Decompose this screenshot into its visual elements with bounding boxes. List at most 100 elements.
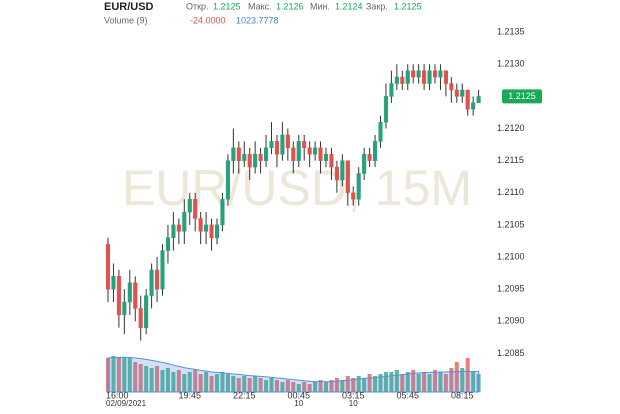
candle-body	[318, 147, 323, 161]
candle-body	[323, 153, 329, 161]
volume-bar	[176, 370, 181, 392]
candle-body	[220, 198, 225, 226]
candle-body	[138, 308, 143, 328]
volume-bar	[416, 374, 421, 392]
volume-bar	[231, 376, 236, 392]
volume-bar	[144, 366, 149, 392]
volume-bar	[182, 374, 187, 392]
volume-bar	[318, 380, 323, 392]
high-value: 1.2126	[276, 1, 304, 11]
volume-bar	[253, 376, 258, 392]
candle-body	[383, 96, 388, 123]
candle-body	[340, 160, 345, 181]
volume-bar	[389, 372, 394, 392]
candle-body	[231, 147, 236, 161]
volume-change: -24.0000	[190, 15, 226, 25]
candle-body	[329, 153, 334, 168]
volume-bar	[465, 358, 470, 392]
volume-bar	[187, 372, 192, 392]
volume-bar	[171, 372, 176, 392]
candle-body	[291, 147, 296, 161]
open-value: 1.2125	[213, 1, 241, 11]
candle-body	[160, 250, 165, 290]
candle-body	[122, 301, 127, 316]
candle-body	[313, 147, 318, 155]
candle-body	[269, 141, 274, 149]
volume-bar	[411, 370, 416, 392]
candle-body	[155, 269, 160, 290]
x-tick-sublabel: 02/09/2021	[106, 399, 147, 408]
x-tick-sublabel: 10	[349, 399, 358, 408]
y-tick-label: 1.2090	[497, 316, 525, 326]
candle-body	[176, 224, 181, 232]
candle-body	[258, 153, 263, 161]
candle-body	[144, 295, 149, 328]
volume-bar	[307, 384, 312, 392]
candle-body	[182, 211, 187, 232]
x-tick-label: 03:15	[342, 390, 365, 400]
y-tick-label: 1.2110	[497, 187, 524, 197]
candle-body	[356, 173, 361, 200]
open-label: Откр.	[186, 1, 209, 11]
candle-body	[133, 282, 138, 309]
candle-body	[422, 70, 427, 84]
volume-bar	[422, 372, 427, 392]
candle-body	[253, 153, 258, 168]
x-tick-label: 00:45	[287, 390, 310, 400]
volume-bar	[400, 374, 405, 392]
volume-bar	[280, 382, 285, 392]
volume-bar	[258, 378, 263, 392]
candle-body	[460, 89, 465, 97]
candle-body	[362, 153, 367, 174]
volume-bar	[138, 364, 143, 392]
candle-body	[307, 147, 312, 155]
candle-body	[225, 160, 230, 200]
volume-legend: Volume (9)	[104, 15, 148, 25]
candle-body	[105, 243, 111, 290]
candle-body	[171, 224, 176, 239]
candle-body	[389, 83, 394, 97]
volume-bar	[443, 374, 448, 392]
symbol: EUR/USD	[104, 1, 154, 13]
candle-body	[476, 96, 481, 104]
volume-bar	[160, 370, 165, 392]
volume-bar	[291, 382, 296, 392]
candle-body	[449, 83, 454, 91]
volume-bar	[209, 376, 214, 392]
volume-bar	[427, 374, 432, 392]
volume-bar	[264, 380, 269, 392]
volume-bar	[324, 382, 328, 392]
watermark-layer: EUR/USD, 15M	[122, 160, 472, 216]
volume-bar	[334, 378, 339, 392]
y-tick-label: 1.2095	[497, 284, 525, 294]
candle-body	[438, 70, 443, 78]
candle-body	[274, 141, 279, 155]
candle-body	[416, 70, 421, 78]
volume-bar	[122, 357, 127, 392]
volume-bar	[285, 380, 290, 392]
volume-bar	[367, 374, 372, 392]
volume-bar	[394, 370, 399, 392]
candle-body	[454, 89, 459, 97]
candle-body	[165, 237, 170, 251]
volume-bar	[405, 372, 410, 392]
candle-body	[149, 269, 154, 296]
volume-bar	[313, 382, 318, 392]
volume-bar	[302, 382, 307, 392]
volume-layer	[106, 356, 481, 393]
volume-bar	[329, 380, 334, 392]
candle-body	[214, 224, 220, 239]
volume-bar	[356, 376, 361, 392]
volume-bar	[345, 376, 350, 392]
y-tick-label: 1.2100	[497, 251, 525, 261]
close-label: Закр.	[366, 1, 388, 11]
volume-bar	[269, 378, 274, 392]
candle-body	[334, 166, 339, 181]
volume-bar	[351, 378, 356, 392]
last-price-label: 1.2125	[508, 91, 536, 101]
y-tick-label: 1.2115	[497, 155, 524, 165]
candle-body	[471, 102, 476, 110]
candle-body	[373, 141, 378, 161]
volume-bar	[383, 372, 388, 392]
